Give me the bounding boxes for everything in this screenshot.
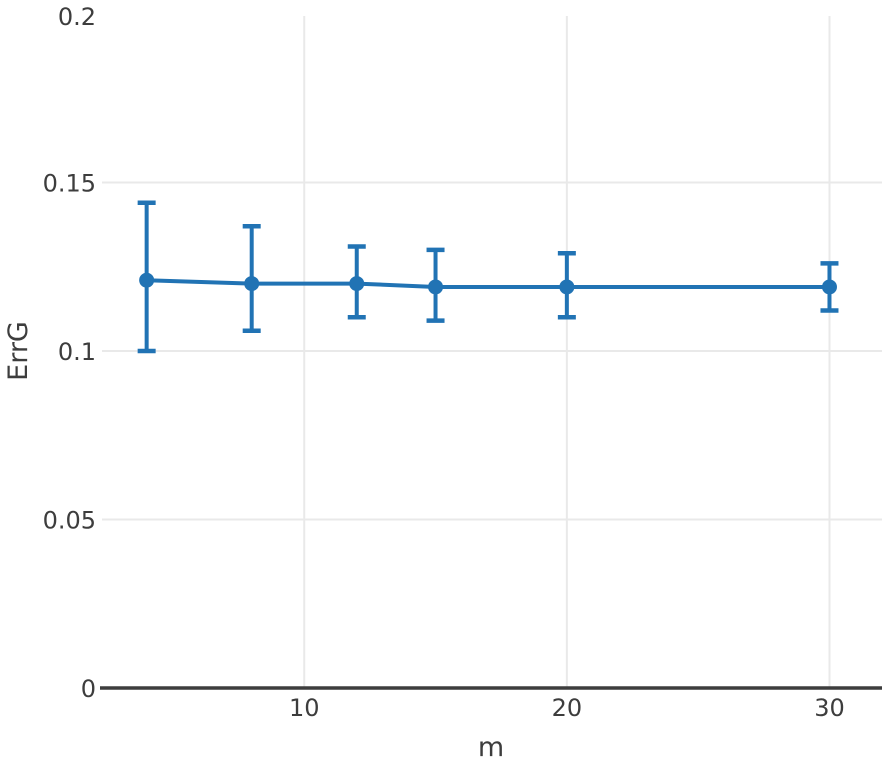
gridlines bbox=[102, 16, 882, 688]
y-tick-label: 0.2 bbox=[58, 3, 96, 31]
y-axis-label: ErrG bbox=[3, 321, 34, 381]
y-tick-label: 0.05 bbox=[43, 507, 96, 535]
x-tick-label: 30 bbox=[814, 694, 845, 722]
y-tick-labels: 0 0.05 0.1 0.15 0.2 bbox=[43, 3, 96, 703]
x-tick-label: 20 bbox=[552, 694, 583, 722]
y-tick-label: 0.15 bbox=[43, 170, 96, 198]
data-series bbox=[137, 200, 839, 354]
series-line bbox=[144, 278, 832, 289]
y-tick-label: 0.1 bbox=[58, 338, 96, 366]
x-tick-labels: 10 20 30 bbox=[289, 694, 845, 722]
y-tick-label: 0 bbox=[81, 675, 96, 703]
data-point bbox=[559, 279, 575, 295]
data-point bbox=[139, 272, 155, 288]
data-point bbox=[821, 279, 837, 295]
data-point bbox=[349, 276, 365, 292]
data-point bbox=[244, 276, 260, 292]
data-point bbox=[428, 279, 444, 295]
x-axis-label: m bbox=[478, 732, 504, 763]
x-tick-label: 10 bbox=[289, 694, 320, 722]
